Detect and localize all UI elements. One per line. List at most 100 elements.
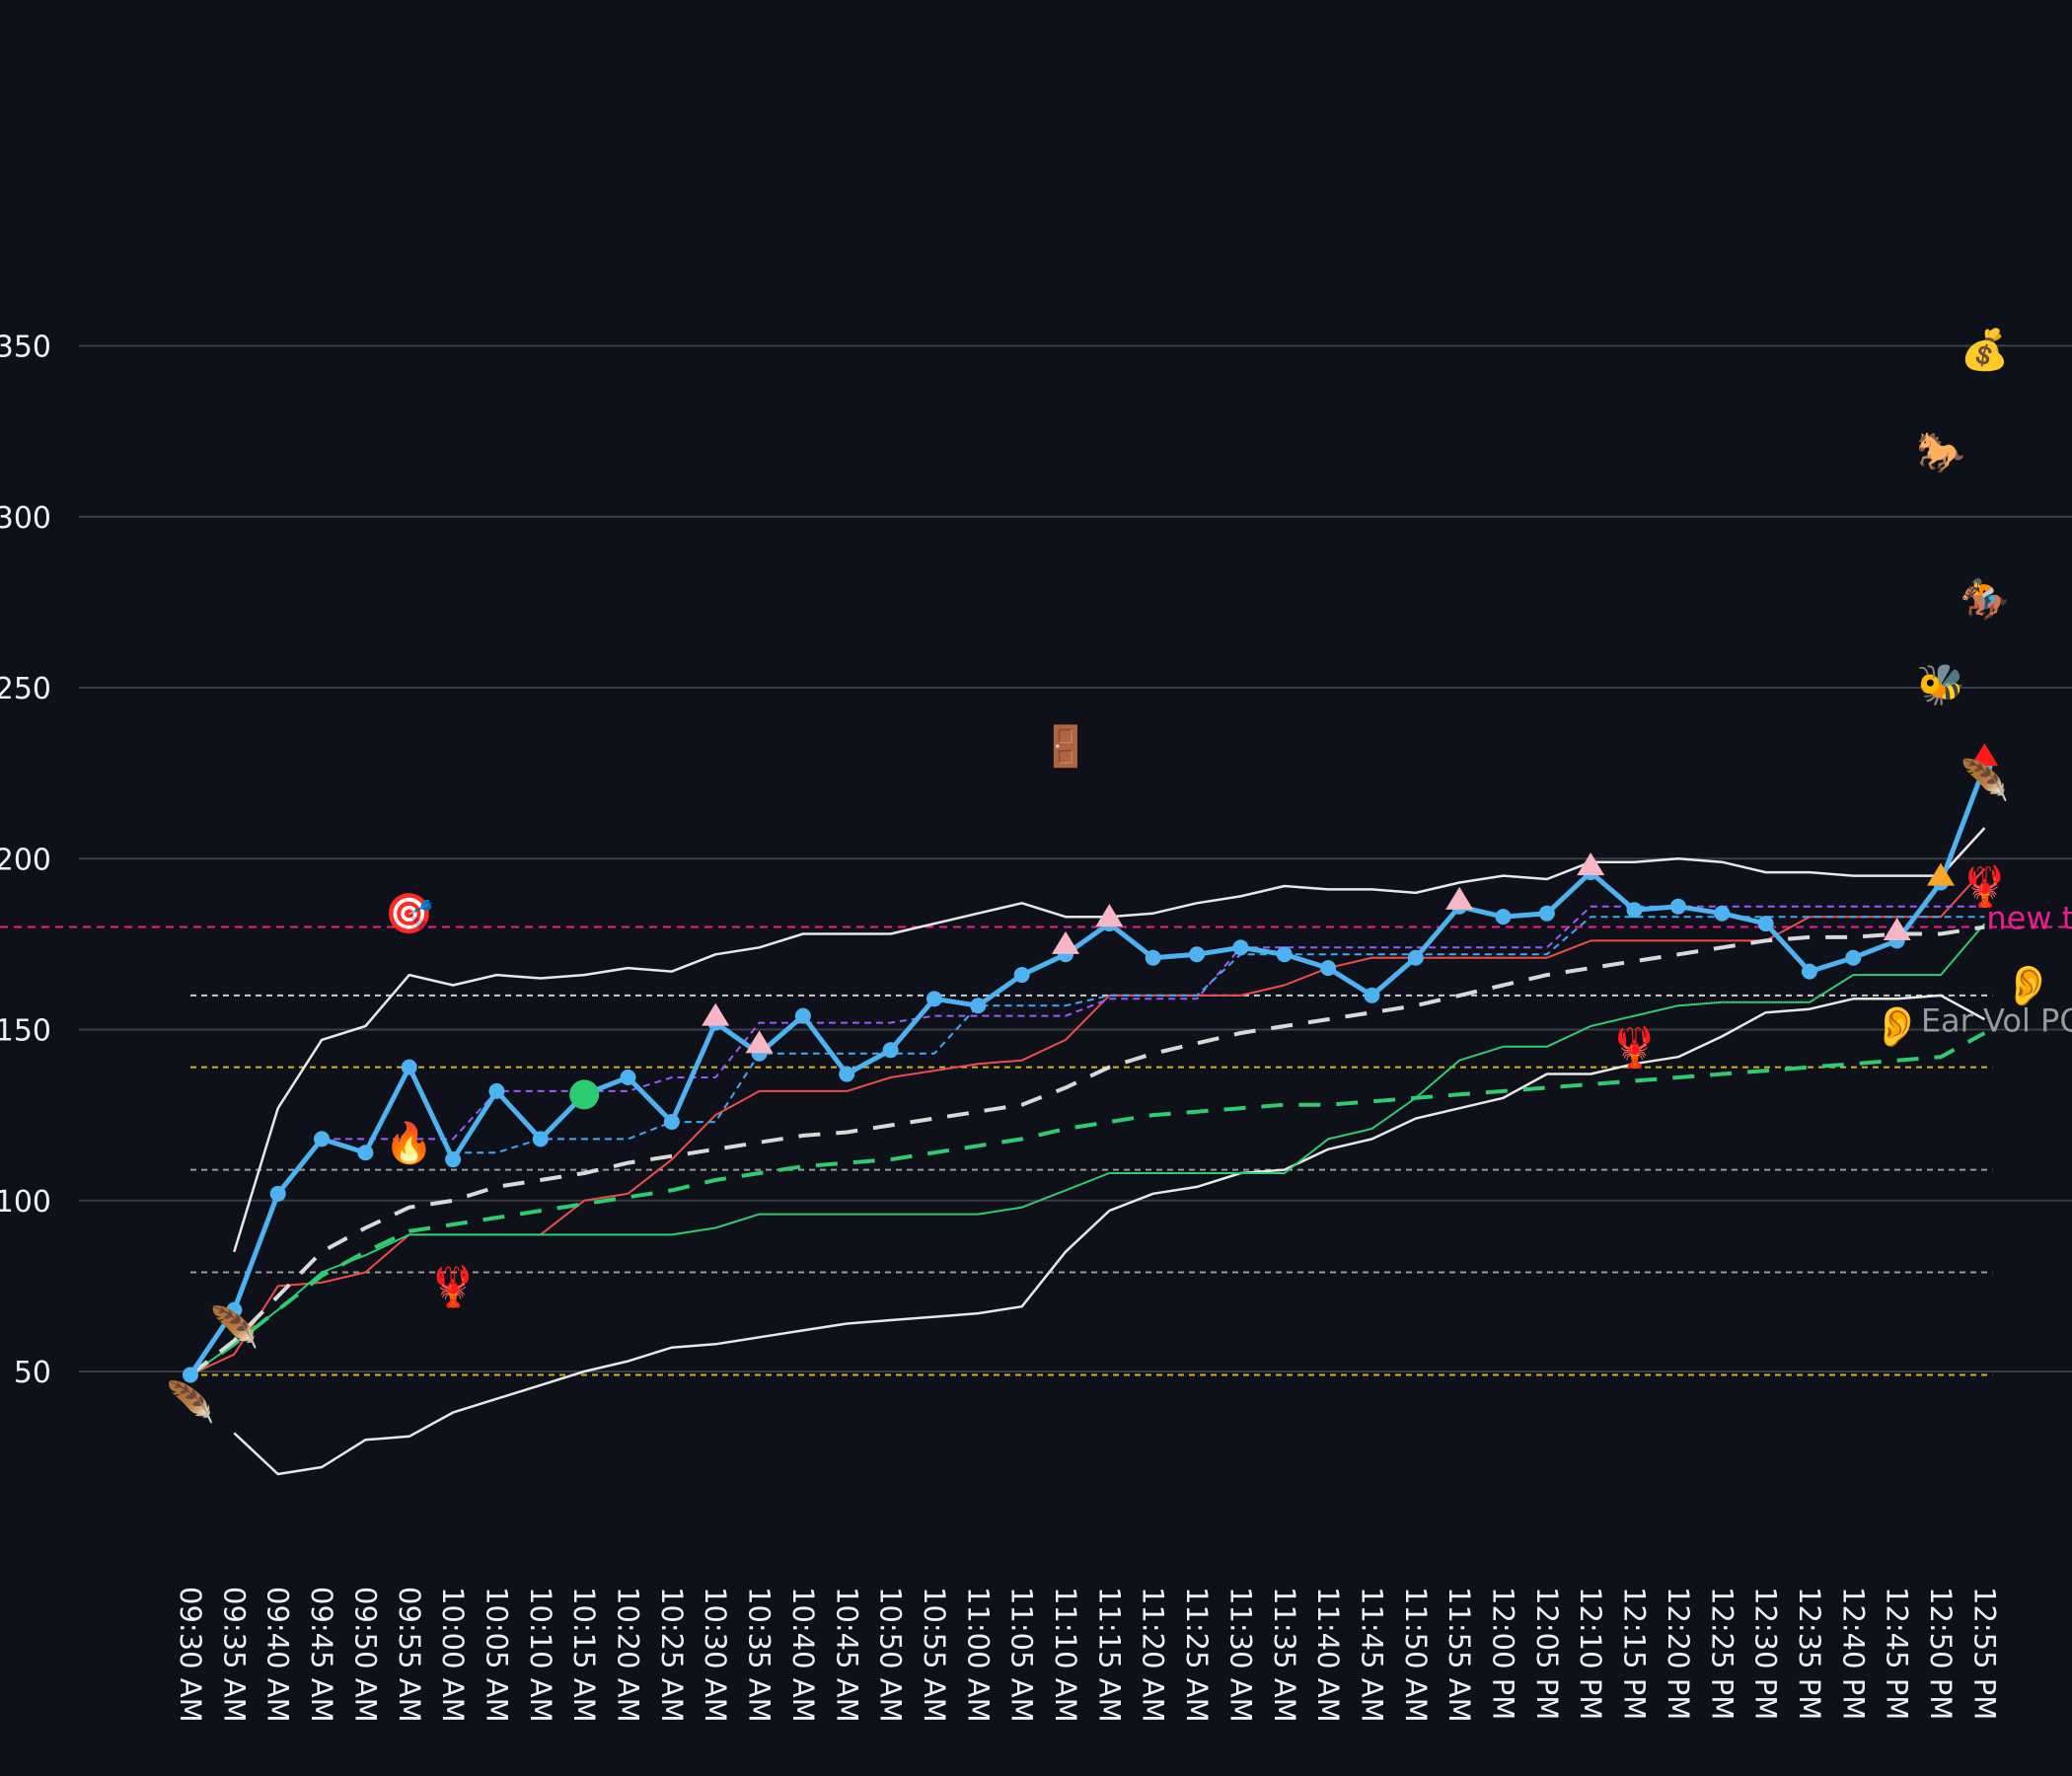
y-tick-label: 200 xyxy=(0,843,51,877)
x-tick-label: 11:45 AM xyxy=(1355,1587,1388,1723)
triangle-marker xyxy=(702,1002,730,1026)
price-point xyxy=(620,1070,636,1086)
emoji-annotations: 🎯 🔥 🦞 🪶 🪶 🚪 🦞 💰 🐎 🏇 🐝 🪶 🦞 👂 👂 xyxy=(166,327,2053,1426)
price-point xyxy=(1845,949,1862,966)
x-tick-label: 10:30 AM xyxy=(699,1587,732,1723)
y-tick-label: 250 xyxy=(0,672,51,706)
y-tick-label: 50 xyxy=(14,1356,51,1390)
triangle-marker xyxy=(1970,743,1999,767)
series-line-blue-dashed xyxy=(453,916,1985,1154)
x-tick-label: 12:00 PM xyxy=(1487,1587,1520,1720)
price-point xyxy=(1495,909,1512,925)
x-tick-label: 12:40 PM xyxy=(1836,1587,1870,1720)
x-tick-label: 12:15 PM xyxy=(1618,1587,1652,1720)
x-tick-label: 11:10 AM xyxy=(1049,1587,1082,1723)
emoji-annotation: 🪶 xyxy=(166,1378,215,1426)
price-point xyxy=(357,1145,374,1161)
triangle-marker xyxy=(1577,852,1605,876)
reference-lines xyxy=(0,925,2072,1376)
x-axis-ticks: 09:30 AM 09:35 AM 09:40 AM 09:45 AM 09:50 AM… xyxy=(174,1587,2001,1723)
y-axis-ticks: 50 100 150 200 250 300 350 xyxy=(0,331,51,1391)
x-tick-label: 09:40 AM xyxy=(261,1587,295,1723)
triangle-marker xyxy=(1095,904,1124,927)
x-tick-label: 09:35 AM xyxy=(217,1587,251,1723)
triangle-marker xyxy=(1445,886,1474,910)
price-point xyxy=(226,1301,243,1318)
price-point xyxy=(314,1131,331,1147)
gridlines xyxy=(79,344,2072,1372)
price-point xyxy=(1669,898,1686,915)
price-point xyxy=(882,1042,899,1059)
price-point xyxy=(1232,939,1249,956)
price-point xyxy=(1538,905,1555,922)
x-tick-label: 09:50 AM xyxy=(348,1587,382,1723)
price-point xyxy=(839,1066,855,1082)
x-tick-label: 12:35 PM xyxy=(1793,1587,1826,1720)
x-tick-label: 10:15 AM xyxy=(567,1587,601,1723)
x-tick-label: 12:20 PM xyxy=(1662,1587,1695,1720)
x-tick-label: 12:05 PM xyxy=(1530,1587,1564,1720)
series-line-white-dashed xyxy=(188,925,1985,1377)
price-point xyxy=(663,1114,680,1131)
price-point xyxy=(269,1185,286,1202)
price-point xyxy=(1714,905,1731,922)
price-point xyxy=(970,998,987,1014)
x-tick-label: 11:05 AM xyxy=(1005,1587,1039,1723)
x-tick-label: 09:30 AM xyxy=(174,1587,207,1723)
x-tick-label: 09:55 AM xyxy=(393,1587,426,1723)
series-line-upper-band xyxy=(233,827,1986,1253)
x-tick-label: 10:00 AM xyxy=(436,1587,470,1723)
y-tick-label: 150 xyxy=(0,1014,51,1049)
series-line-lower-band xyxy=(233,994,1985,1476)
emoji-annotation: 🪶 xyxy=(209,1303,259,1351)
triangle-marker xyxy=(745,1030,774,1054)
price-point xyxy=(925,991,942,1007)
text-annotation: Ear Vol POC xyxy=(1921,1002,2072,1040)
x-tick-label: 11:30 AM xyxy=(1223,1587,1257,1723)
emoji-annotation: 🦞 xyxy=(428,1263,478,1309)
x-tick-label: 11:00 AM xyxy=(961,1587,995,1723)
price-point xyxy=(1320,960,1337,977)
price-point xyxy=(1757,916,1774,932)
y-tick-label: 300 xyxy=(0,501,51,536)
dot-marker xyxy=(569,1079,600,1110)
price-point xyxy=(1013,967,1030,984)
emoji-annotation: 💰 xyxy=(1960,327,2009,373)
price-point xyxy=(488,1082,505,1099)
price-point xyxy=(1626,902,1643,919)
x-tick-label: 11:15 AM xyxy=(1092,1587,1126,1723)
x-tick-label: 12:45 PM xyxy=(1881,1587,1914,1720)
x-tick-label: 10:45 AM xyxy=(830,1587,863,1723)
x-tick-label: 11:20 AM xyxy=(1137,1587,1170,1723)
x-tick-label: 10:05 AM xyxy=(480,1587,513,1723)
emoji-annotation: 🎯 xyxy=(385,892,434,937)
x-tick-label: 11:40 AM xyxy=(1311,1587,1345,1723)
emoji-annotation: 🚪 xyxy=(1041,723,1090,770)
x-tick-label: 12:55 PM xyxy=(1967,1587,2001,1720)
series-line-green-dashed xyxy=(188,1031,1986,1377)
price-point xyxy=(401,1059,417,1075)
x-tick-label: 10:55 AM xyxy=(918,1587,951,1723)
triangle-marker xyxy=(1927,862,1955,886)
emoji-annotation: 🦞 xyxy=(1960,863,2009,910)
emoji-annotation: 🏇 xyxy=(1960,577,2009,623)
x-tick-label: 10:50 AM xyxy=(874,1587,908,1723)
x-tick-label: 12:10 PM xyxy=(1574,1587,1607,1720)
emoji-annotation: 👂 xyxy=(2004,962,2053,1008)
y-tick-label: 100 xyxy=(0,1185,51,1220)
price-point xyxy=(1189,946,1206,963)
x-tick-label: 09:45 AM xyxy=(305,1587,338,1723)
emoji-annotation: 🐎 xyxy=(1916,430,1965,476)
text-annotations: new text Ear Vol POC xyxy=(1921,900,2072,1040)
price-point xyxy=(1276,946,1293,963)
x-tick-label: 12:25 PM xyxy=(1705,1587,1739,1720)
series-line-green-line xyxy=(189,923,1986,1376)
x-tick-label: 11:50 AM xyxy=(1399,1587,1433,1723)
x-tick-label: 11:35 AM xyxy=(1268,1587,1301,1723)
emoji-annotation: 🔥 xyxy=(385,1120,434,1166)
x-tick-label: 12:30 PM xyxy=(1749,1587,1783,1720)
x-tick-label: 10:25 AM xyxy=(655,1587,689,1723)
triangle-marker xyxy=(1883,918,1911,941)
